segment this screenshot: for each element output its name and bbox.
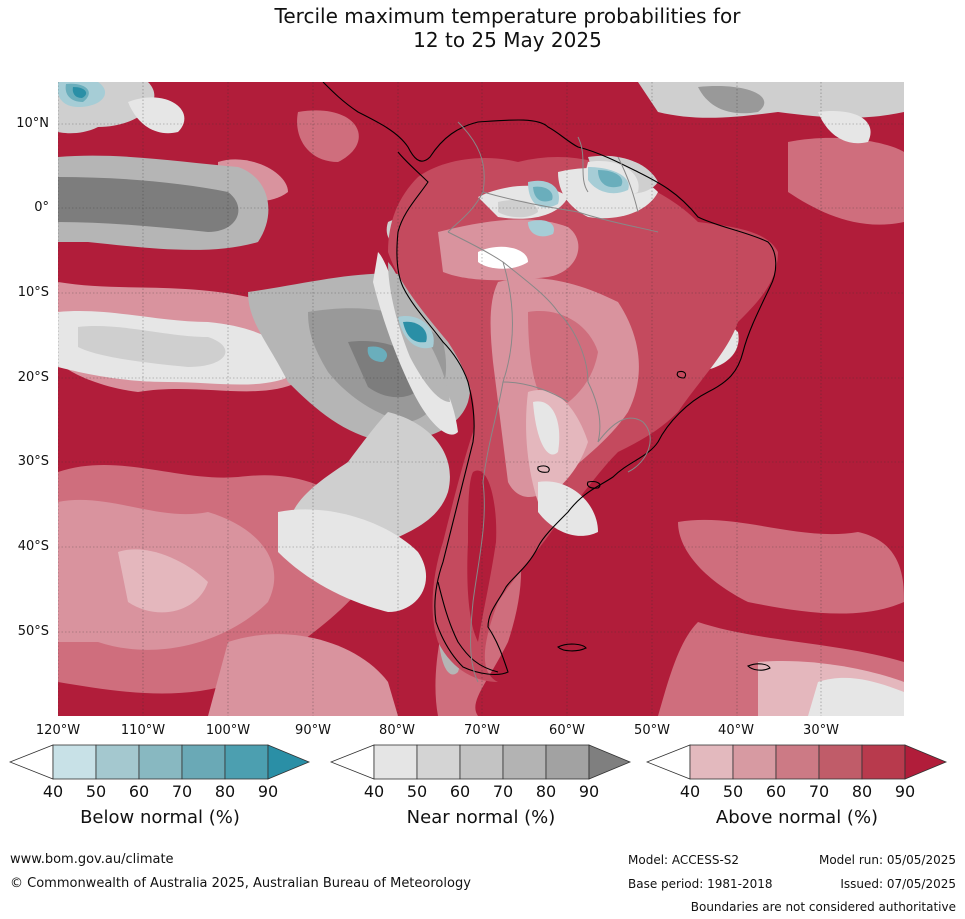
colorbar-below-normal [9, 744, 311, 782]
country-borders [447, 121, 659, 683]
colorbar-near-segment-under [330, 744, 375, 780]
lat-label-40s: 40°S [17, 539, 49, 554]
lon-label-80w: 80°W [379, 723, 415, 738]
colorbar-above-title: Above normal (%) [715, 807, 879, 828]
lon-label-40w: 40°W [718, 723, 754, 738]
colorbar-below-segment-50-60 [95, 744, 140, 780]
colorbar-above-segment-50-60 [732, 744, 777, 780]
colorbar-below-tick-80: 80 [214, 782, 236, 801]
colorbar-near-segment-50-60 [416, 744, 461, 780]
lat-label-0: 0° [34, 200, 49, 215]
colorbar-near-normal [330, 744, 632, 782]
colorbar-below-tick-60: 60 [128, 782, 150, 801]
colorbar-above-segment-40-50 [689, 744, 734, 780]
colorbar-near-tick-50: 50 [406, 782, 428, 801]
colorbar-near-segment-80-90 [545, 744, 590, 780]
colorbar-below-tick-40: 40 [42, 782, 64, 801]
colorbar-below-segment-80-90 [224, 744, 269, 780]
colorbar-near-tick-60: 60 [449, 782, 471, 801]
below-normal-patches [58, 82, 639, 362]
colorbar-above-svg [646, 744, 948, 780]
colorbar-near-title: Near normal (%) [406, 807, 556, 828]
lon-label-90w: 90°W [295, 723, 331, 738]
map-svg [58, 82, 904, 716]
model-text: Model: ACCESS-S2 [628, 853, 740, 867]
colorbar-below-segment-40-50 [52, 744, 97, 780]
lat-label-50s: 50°S [17, 624, 49, 639]
colorbar-above-tick-60: 60 [765, 782, 787, 801]
colorbar-above-segment-80-90 [861, 744, 906, 780]
lon-label-120w: 120°W [35, 723, 81, 738]
colorbar-near-tick-90: 90 [578, 782, 600, 801]
colorbar-near-svg [330, 744, 632, 780]
colorbar-below-title: Below normal (%) [80, 807, 240, 828]
colorbar-above-tick-80: 80 [851, 782, 873, 801]
colorbar-near-segment-40-50 [373, 744, 418, 780]
lon-label-70w: 70°W [464, 723, 500, 738]
colorbar-above-normal [646, 744, 948, 782]
near-normal-patches [58, 82, 904, 716]
colorbar-near-tick-40: 40 [363, 782, 385, 801]
website-link[interactable]: www.bom.gov.au/climate [10, 852, 174, 867]
title-line-1: Tercile maximum temperature probabilitie… [274, 4, 741, 28]
lat-label-10n: 10°N [16, 116, 49, 131]
graticule [58, 82, 904, 716]
disclaimer-text: Boundaries are not considered authoritat… [690, 900, 956, 914]
colorbar-below-segment-60-70 [138, 744, 183, 780]
coastline [322, 82, 777, 676]
model-run-text: Model run: 05/05/2025 [818, 853, 956, 867]
lat-label-10s: 10°S [17, 285, 49, 300]
colorbar-below-tick-70: 70 [171, 782, 193, 801]
colorbar-above-segment-over [904, 744, 948, 780]
colorbar-below-segment-over [267, 744, 311, 780]
issued-text: Issued: 07/05/2025 [840, 877, 956, 891]
colorbar-near-tick-70: 70 [492, 782, 514, 801]
lon-label-30w: 30°W [803, 723, 839, 738]
chart-title: Tercile maximum temperature probabilitie… [0, 4, 965, 52]
colorbar-above-tick-90: 90 [894, 782, 916, 801]
colorbar-below-tick-90: 90 [257, 782, 279, 801]
lat-label-20s: 20°S [17, 370, 49, 385]
colorbar-near-segment-over [588, 744, 632, 780]
lon-label-100w: 100°W [205, 723, 251, 738]
colorbar-near-tick-80: 80 [535, 782, 557, 801]
colorbar-near-segment-70-80 [502, 744, 547, 780]
colorbar-above-tick-70: 70 [808, 782, 830, 801]
colorbar-above-tick-40: 40 [679, 782, 701, 801]
colorbar-above-segment-under [646, 744, 691, 780]
above-normal-pink-patches [58, 110, 904, 716]
probability-map [58, 82, 904, 716]
title-line-2: 12 to 25 May 2025 [413, 28, 602, 52]
colorbar-above-tick-50: 50 [722, 782, 744, 801]
lat-label-30s: 30°S [17, 454, 49, 469]
colorbar-above-segment-70-80 [818, 744, 863, 780]
lon-label-110w: 110°W [120, 723, 166, 738]
lon-label-50w: 50°W [634, 723, 670, 738]
colorbar-above-segment-60-70 [775, 744, 820, 780]
copyright-text: © Commonwealth of Australia 2025, Austra… [10, 876, 471, 891]
colorbar-below-svg [9, 744, 311, 780]
colorbar-below-segment-under [9, 744, 54, 780]
colorbar-near-segment-60-70 [459, 744, 504, 780]
colorbar-below-tick-50: 50 [85, 782, 107, 801]
colorbar-below-segment-70-80 [181, 744, 226, 780]
lon-label-60w: 60°W [549, 723, 585, 738]
base-period-text: Base period: 1981-2018 [628, 877, 773, 891]
